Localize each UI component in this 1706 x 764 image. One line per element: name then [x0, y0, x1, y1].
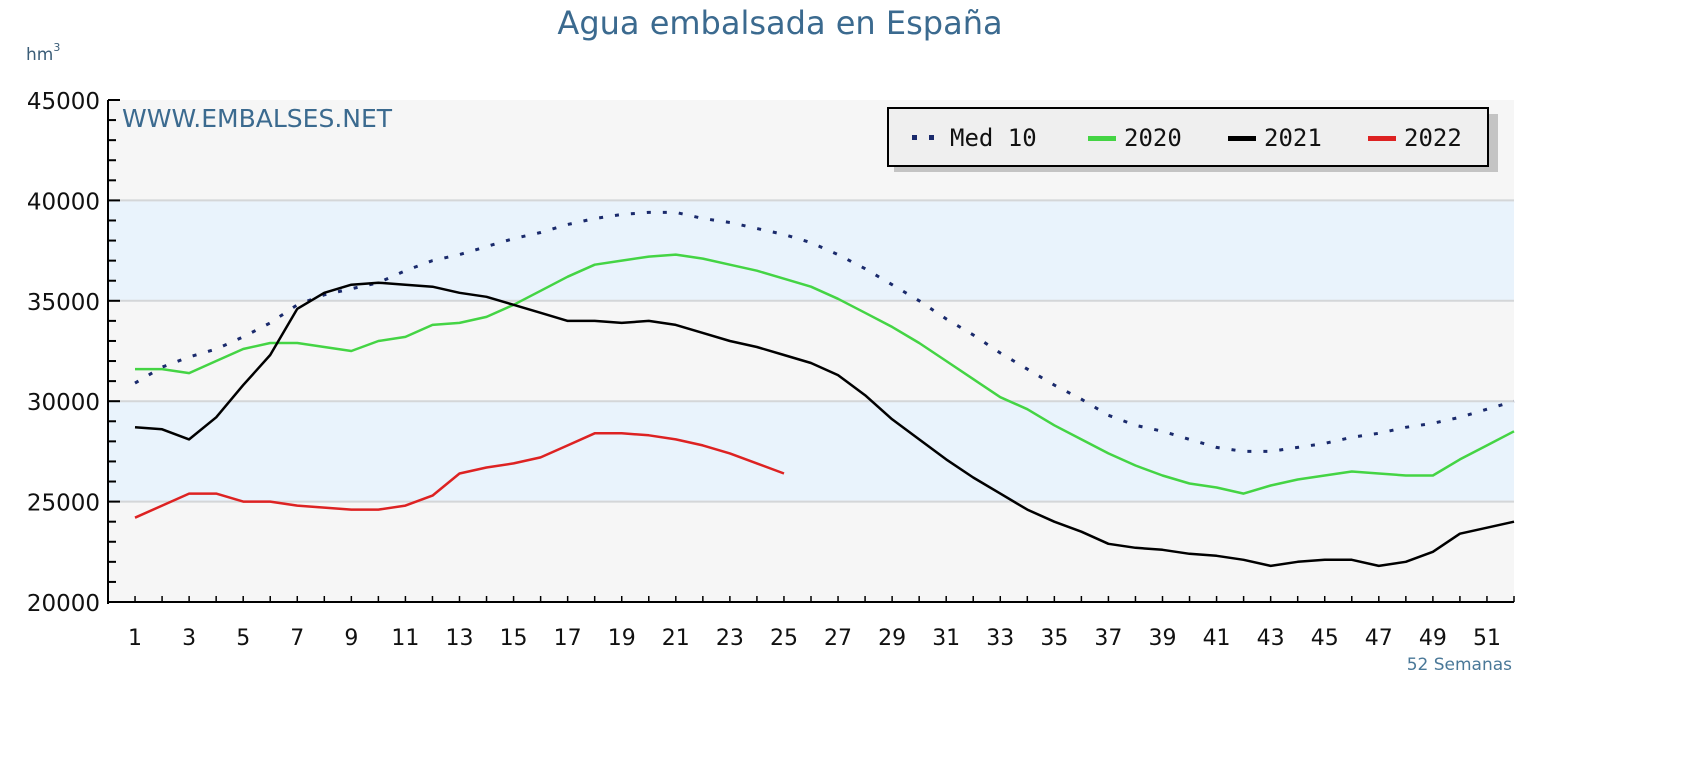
x-tick-label: 37 — [1094, 626, 1122, 651]
x-tick-label: 21 — [662, 626, 690, 651]
x-axis-label: 52 Semanas — [1407, 655, 1512, 675]
x-tick-label: 45 — [1311, 626, 1339, 651]
x-tick-labels: 1 3 5 7 9 11 13 15 17 19 21 23 25 27 29 31 33 35 37 39 41 43 4… — [128, 626, 1501, 651]
y-axis-unit-exponent: 3 — [53, 41, 60, 54]
x-tick-label: 35 — [1040, 626, 1068, 651]
series-line-2020 — [135, 253, 1515, 495]
x-tick-label: 43 — [1257, 626, 1285, 651]
x-tick-label: 15 — [500, 626, 528, 651]
gridlines — [108, 199, 1514, 503]
x-tick-label: 41 — [1203, 626, 1231, 651]
y-tick-label: 45000 — [27, 89, 100, 115]
legend-label: Med 10 — [950, 124, 1037, 152]
plot-band — [108, 200, 1514, 301]
x-tick-label: 7 — [290, 626, 304, 651]
y-axis-unit: hm3 — [26, 41, 60, 65]
y-axis-unit-base: hm — [26, 45, 53, 65]
x-tick-label: 11 — [391, 626, 419, 651]
x-tick-label: 25 — [770, 626, 798, 651]
legend-label: 2022 — [1404, 124, 1462, 152]
legend-swatch — [1088, 136, 1116, 141]
x-tick-label: 47 — [1365, 626, 1393, 651]
chart-title: Agua embalsada en España — [557, 4, 1002, 42]
x-tick-label: 17 — [554, 626, 582, 651]
x-tick-label: 13 — [446, 626, 474, 651]
series-lines — [134, 210, 1515, 568]
x-tick-label: 27 — [824, 626, 852, 651]
x-tick-label: 49 — [1419, 626, 1447, 651]
legend-label: 2021 — [1264, 124, 1322, 152]
x-tick-label: 51 — [1473, 626, 1501, 651]
x-tick-label: 29 — [878, 626, 906, 651]
x-tick-label: 33 — [986, 626, 1014, 651]
x-tick-label: 23 — [716, 626, 744, 651]
x-tick-label: 19 — [608, 626, 636, 651]
y-tick-label: 30000 — [27, 390, 100, 416]
y-tick-label: 35000 — [27, 290, 100, 316]
y-tick-label: 40000 — [27, 189, 100, 215]
legend-box — [887, 107, 1489, 167]
x-tick-label: 1 — [128, 626, 142, 651]
watermark: WWW.EMBALSES.NET — [122, 104, 393, 133]
plot-band — [108, 401, 1514, 502]
x-tick-label: 5 — [236, 626, 250, 651]
y-tick-labels: 20000 25000 30000 35000 40000 45000 — [27, 89, 100, 617]
legend-swatch — [1368, 136, 1396, 141]
axes — [107, 99, 1515, 604]
y-tick-label: 25000 — [27, 491, 100, 517]
x-tick-label: 3 — [182, 626, 196, 651]
y-tick-label: 20000 — [27, 591, 100, 617]
x-tick-label: 31 — [932, 626, 960, 651]
series-line-2021 — [134, 281, 1515, 568]
legend-label: 2020 — [1124, 124, 1182, 152]
legend-swatch — [1228, 136, 1256, 141]
plot-area — [108, 100, 1514, 602]
legend-swatch — [912, 135, 917, 140]
legend-swatch — [929, 135, 934, 140]
x-tick-label: 39 — [1149, 626, 1177, 651]
plot-background — [108, 100, 1514, 602]
legend: Med 10 2020 2021 2022 — [887, 107, 1498, 172]
x-tick-label: 9 — [344, 626, 358, 651]
